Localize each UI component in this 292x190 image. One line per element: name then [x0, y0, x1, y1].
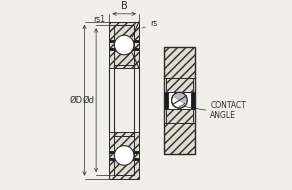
Bar — [110, 158, 139, 160]
Bar — [110, 48, 139, 50]
Bar — [166, 109, 193, 123]
Circle shape — [114, 35, 134, 55]
Bar — [110, 22, 139, 68]
Bar — [191, 92, 195, 109]
Bar — [110, 40, 139, 42]
Polygon shape — [173, 92, 187, 104]
Bar — [164, 123, 195, 154]
Bar — [164, 92, 168, 109]
Bar — [110, 151, 139, 153]
Text: rs: rs — [142, 19, 158, 28]
Bar — [166, 78, 193, 92]
Bar — [110, 132, 139, 179]
Bar — [114, 136, 134, 175]
Circle shape — [171, 92, 187, 108]
Bar — [164, 47, 195, 154]
Text: B: B — [121, 1, 128, 11]
Text: CONTACT
ANGLE: CONTACT ANGLE — [210, 101, 246, 120]
Bar — [164, 92, 195, 109]
Bar — [164, 47, 195, 78]
Text: Ød: Ød — [82, 96, 94, 105]
Text: ØD: ØD — [69, 96, 83, 105]
Text: rs1: rs1 — [93, 15, 112, 26]
Bar — [114, 25, 134, 65]
Circle shape — [114, 146, 134, 165]
